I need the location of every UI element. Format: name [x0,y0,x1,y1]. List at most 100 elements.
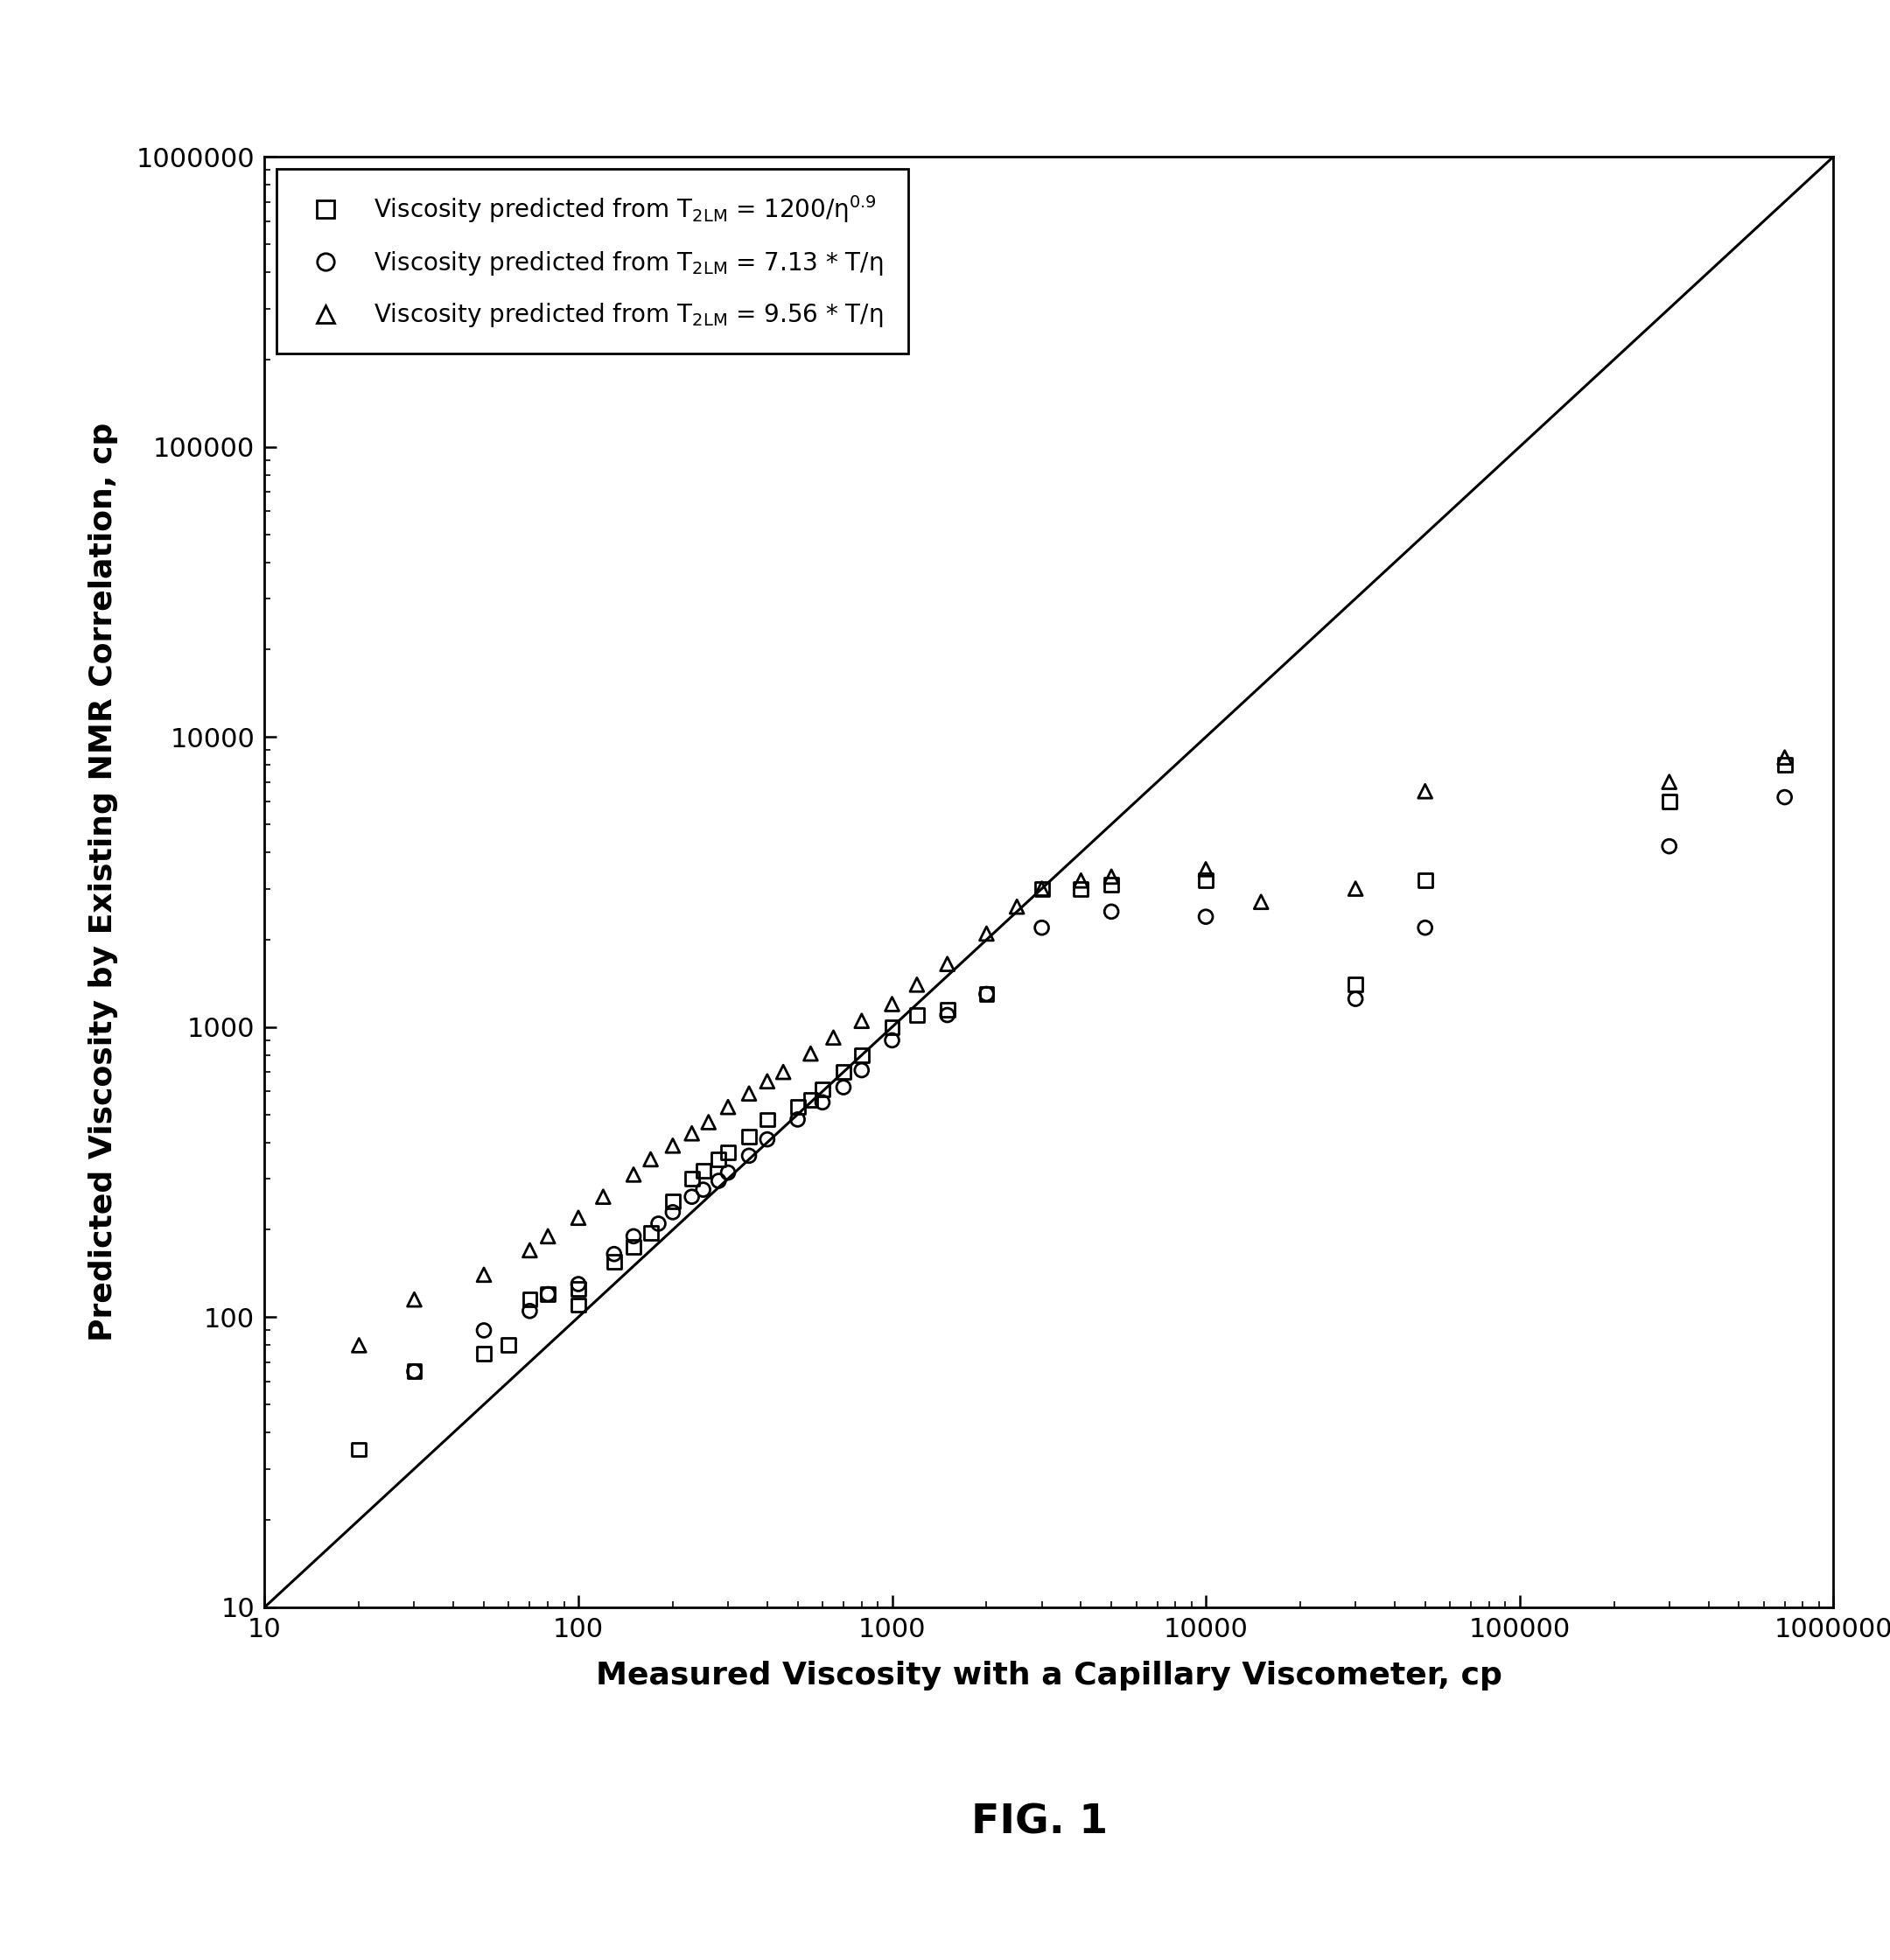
Point [818,1021,849,1053]
Point [658,1196,688,1227]
Point [752,1123,782,1154]
Point [1769,741,1799,772]
Point [782,1103,813,1135]
Point [563,1274,593,1305]
Point [733,1121,764,1152]
Point [533,1278,563,1309]
Point [877,1011,907,1043]
Point [1340,872,1370,904]
Point [782,1092,813,1123]
Point [796,1039,826,1070]
Point [807,1074,837,1105]
Point [733,1141,764,1172]
Point [932,949,962,980]
Point [1769,782,1799,813]
Point [703,1143,733,1174]
Point [828,1072,858,1103]
Y-axis label: Predicted Viscosity by Existing NMR Correlation, cp: Predicted Viscosity by Existing NMR Corr… [89,423,117,1341]
Point [1096,896,1126,927]
Point [563,1201,593,1233]
Point [877,988,907,1019]
Point [688,1154,718,1186]
Point [533,1278,563,1309]
Point [399,1356,429,1388]
Point [1191,853,1221,884]
Point [902,968,932,1000]
Point [688,1174,718,1205]
Point [1340,984,1370,1015]
Point [1026,872,1057,904]
Point [1654,766,1684,798]
Point [1026,911,1057,943]
Point [713,1156,743,1188]
Point [643,1207,673,1239]
Point [932,1000,962,1031]
Point [563,1290,593,1321]
Point [563,1268,593,1299]
Point [1191,902,1221,933]
Point [344,1329,374,1360]
Point [677,1162,707,1194]
Point [1096,860,1126,892]
Point [971,978,1002,1009]
Point [932,994,962,1025]
Point [796,1084,826,1115]
Point [1246,886,1276,917]
Point [469,1315,499,1347]
Point [658,1186,688,1217]
Point [399,1284,429,1315]
Point [514,1235,544,1266]
Point [1191,864,1221,896]
Point [514,1284,544,1315]
Point [847,1039,877,1070]
Point [399,1356,429,1388]
Point [599,1247,629,1278]
Point [767,1056,798,1088]
Point [1340,968,1370,1000]
Point [1410,776,1440,808]
Point [847,1054,877,1086]
Point [1096,868,1126,900]
Point [618,1231,648,1262]
Point [1002,892,1032,923]
Point [1066,864,1096,896]
Point [1026,872,1057,904]
Point [677,1182,707,1213]
Text: FIG. 1: FIG. 1 [971,1803,1108,1842]
Point [1654,786,1684,817]
Point [1769,749,1799,780]
Point [344,1433,374,1464]
Point [493,1329,524,1360]
Point [677,1117,707,1149]
Point [588,1182,618,1213]
Point [713,1137,743,1168]
Point [469,1337,499,1368]
Point [635,1217,665,1249]
Point [469,1258,499,1290]
Point [1410,864,1440,896]
Point [703,1164,733,1196]
Point [971,978,1002,1009]
Point [1654,831,1684,862]
Legend: Viscosity predicted from T$_{\mathregular{2LM}}$ = 1200/$\mathregular{\eta^{0.9}: Viscosity predicted from T$_{\mathregula… [276,169,907,353]
Point [847,1005,877,1037]
Point [807,1086,837,1117]
Point [694,1107,724,1139]
Point [618,1221,648,1252]
Point [599,1239,629,1270]
Point [877,1025,907,1056]
Point [635,1143,665,1174]
Point [713,1092,743,1123]
Point [733,1078,764,1109]
Point [752,1066,782,1098]
X-axis label: Measured Viscosity with a Capillary Viscometer, cp: Measured Viscosity with a Capillary Visc… [595,1660,1503,1690]
Point [971,917,1002,949]
Point [533,1221,563,1252]
Point [1066,872,1096,904]
Point [618,1158,648,1190]
Point [828,1056,858,1088]
Point [514,1296,544,1327]
Point [902,1000,932,1031]
Point [1410,911,1440,943]
Point [658,1131,688,1162]
